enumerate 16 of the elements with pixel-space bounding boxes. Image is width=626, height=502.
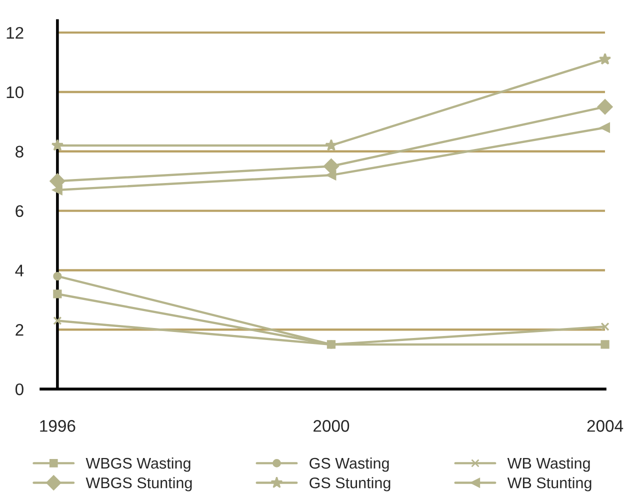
y-tick-label: 0 <box>15 383 24 396</box>
legend-label: WB Stunting <box>507 477 592 492</box>
y-tick-label: 2 <box>16 324 24 336</box>
x-tick-label: 2004 <box>587 420 624 432</box>
y-tick-label: 12 <box>6 26 24 39</box>
legend-label: GS Stunting <box>310 477 390 492</box>
legend-label: WBGS Stunting <box>86 477 192 492</box>
x-tick-label: 1996 <box>40 420 76 432</box>
y-tick-label: 6 <box>16 205 24 218</box>
x-tick-label: 2000 <box>314 420 350 432</box>
legend-label: WB Wasting <box>507 457 590 472</box>
y-tick-label: 10 <box>6 86 24 98</box>
y-tick-label: 8 <box>16 146 24 158</box>
y-tick-label: 4 <box>15 264 24 276</box>
legend-label: GS Wasting <box>310 457 389 472</box>
legend-label: WBGS Wasting <box>86 457 190 472</box>
